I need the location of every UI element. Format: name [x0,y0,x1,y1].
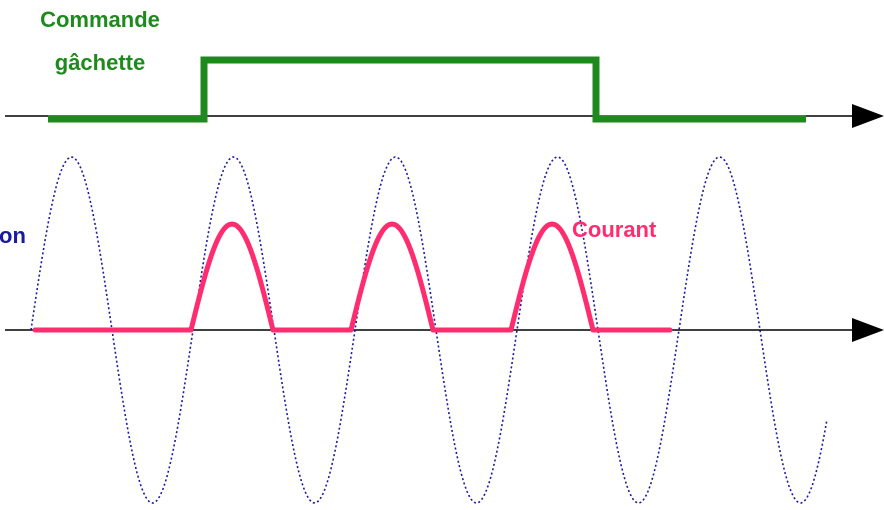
voltage-label-fragment: on [0,223,26,248]
gate-pulse-signal [48,56,806,123]
gate-label-line2: gâchette [55,50,145,75]
gate-label-line1: Commande [40,7,160,32]
voltage-waveform [30,156,828,504]
current-label: Courant [572,217,657,242]
gate-axis-arrow-icon [852,104,884,128]
main-axis-arrow-icon [852,318,884,342]
current-waveform [32,221,673,333]
